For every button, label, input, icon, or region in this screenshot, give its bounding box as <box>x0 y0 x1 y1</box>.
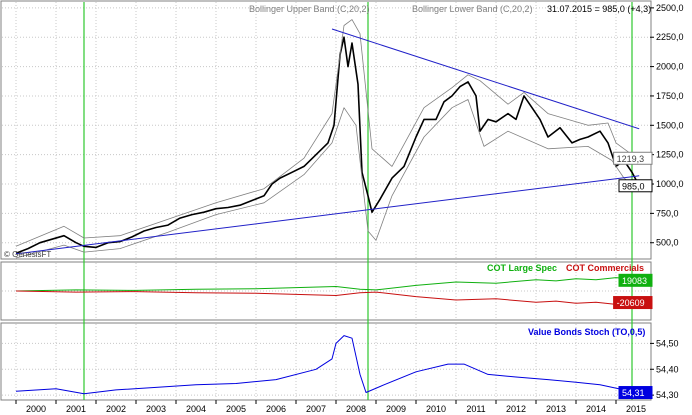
x-tick-label: 2008 <box>346 404 366 414</box>
cot-legend-commercials: COT Commercials <box>566 263 644 273</box>
y-tick-label: 54,30 <box>656 390 679 400</box>
x-tick-label: 2006 <box>266 404 286 414</box>
y-tick-label: 1250,0 <box>656 150 684 160</box>
stoch-legend: Value Bonds Stoch (TO,0,5) <box>528 327 645 337</box>
y-tick-label: 500,0 <box>656 238 679 248</box>
resistance-trendline <box>331 28 640 130</box>
last-value-label: -20609 <box>617 298 645 308</box>
price-header-upper-band: Bollinger Upper Band (C,20,2) <box>249 4 370 14</box>
x-tick-label: 2009 <box>386 404 406 414</box>
y-tick-label: 1750,0 <box>656 91 684 101</box>
x-tick-label: 2000 <box>26 404 46 414</box>
cot-legend-large-spec: COT Large Spec <box>487 263 557 273</box>
last-value-label: 1219,3 <box>617 154 645 164</box>
watermark: © GenesisFT <box>4 250 51 259</box>
axes: 500,0 750,0 1000,0 1250,0 1500,0 1750,0 2000,0… <box>15 3 684 414</box>
y-tick-label: 54,40 <box>656 364 679 374</box>
x-tick-label: 2002 <box>106 404 126 414</box>
lower-band-line <box>15 99 640 259</box>
x-tick-label: 2014 <box>586 404 606 414</box>
last-value-label: 985,0 <box>622 181 645 191</box>
x-tick-label: 2007 <box>306 404 326 414</box>
last-value-label: 54,31 <box>622 388 645 398</box>
last-value-box <box>613 296 653 310</box>
last-value-box <box>613 151 653 165</box>
last-value-box <box>618 179 653 193</box>
support-trendline <box>15 175 640 255</box>
price-panel-frame <box>0 0 652 260</box>
vertical-markers <box>83 2 633 400</box>
last-value-box <box>618 386 653 400</box>
x-tick-label: 2004 <box>186 404 206 414</box>
x-tick-label: 2015 <box>626 404 646 414</box>
stoch-line <box>15 335 640 395</box>
y-tick-label: 2250,0 <box>656 32 684 42</box>
x-tick-label: 2011 <box>466 404 485 414</box>
y-tick-label: 1500,0 <box>656 120 684 130</box>
x-tick-label: 2013 <box>546 404 566 414</box>
y-tick-label: 1000,0 <box>656 179 684 189</box>
y-tick-label: 750,0 <box>656 208 679 218</box>
series-lines <box>15 19 640 395</box>
price-header-lower-band: Bollinger Lower Band (C,20,2) <box>412 4 533 14</box>
last-value-label: 19083 <box>622 276 647 286</box>
panel-frames <box>0 0 652 401</box>
price-header-last-value: 31.07.2015 = 985,0 (+4,3) <box>547 4 651 14</box>
y-tick-label: 2000,0 <box>656 62 684 72</box>
y-tick-label: 2500,0 <box>656 3 684 13</box>
cot-commercials-line <box>15 290 640 305</box>
last-value-box <box>618 273 653 287</box>
x-tick-label: 2005 <box>226 404 246 414</box>
stoch-panel-frame <box>0 322 652 401</box>
price-series-line <box>15 36 640 255</box>
x-tick-label: 2001 <box>66 404 86 414</box>
x-tick-label: 2010 <box>426 404 446 414</box>
cot-large-spec-line <box>15 277 640 292</box>
x-tick-label: 2012 <box>506 404 526 414</box>
y-tick-label: 54,50 <box>656 338 679 348</box>
x-tick-label: 2003 <box>146 404 166 414</box>
upper-band-line <box>15 19 640 247</box>
